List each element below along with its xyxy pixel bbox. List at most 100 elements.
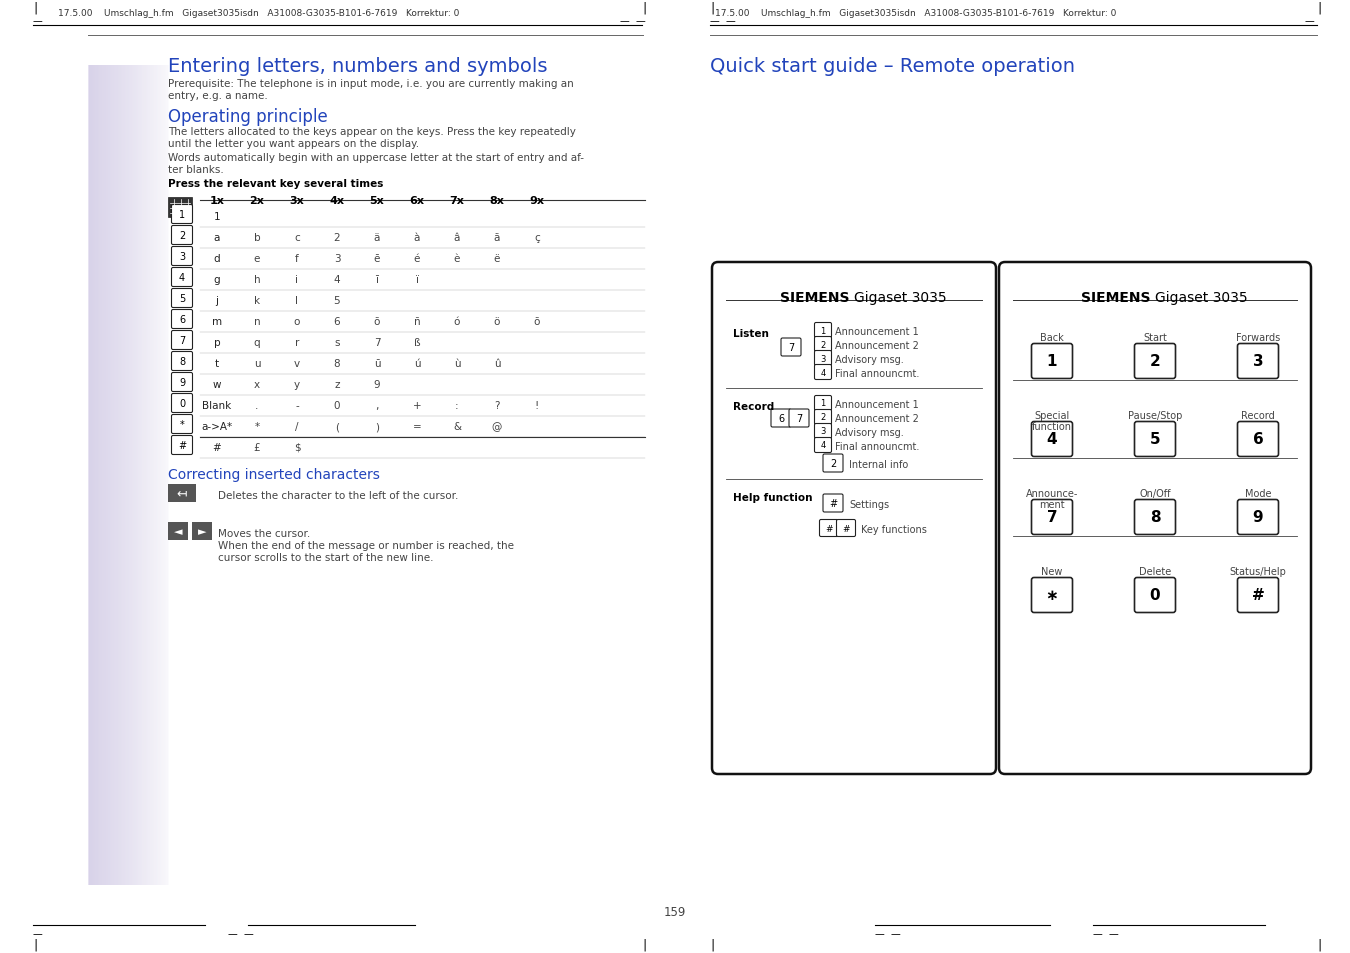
- Text: è: è: [454, 253, 460, 264]
- FancyBboxPatch shape: [131, 66, 132, 885]
- FancyBboxPatch shape: [165, 66, 166, 885]
- Text: |: |: [710, 1, 714, 14]
- FancyBboxPatch shape: [171, 226, 193, 245]
- Text: ∗: ∗: [1046, 587, 1058, 602]
- Text: Blank: Blank: [202, 400, 232, 411]
- Text: 7: 7: [788, 343, 794, 353]
- FancyBboxPatch shape: [93, 66, 94, 885]
- FancyBboxPatch shape: [158, 66, 159, 885]
- Text: Listen: Listen: [733, 329, 770, 338]
- FancyBboxPatch shape: [167, 484, 196, 502]
- Text: k: k: [254, 295, 261, 306]
- Text: ã: ã: [494, 233, 501, 243]
- Text: :: :: [455, 400, 459, 411]
- Text: 8: 8: [1150, 509, 1160, 524]
- Text: 4: 4: [333, 274, 340, 285]
- Text: |: |: [643, 1, 647, 14]
- Text: 8: 8: [333, 358, 340, 369]
- FancyBboxPatch shape: [127, 66, 128, 885]
- Text: ,: ,: [375, 400, 379, 411]
- FancyBboxPatch shape: [837, 520, 856, 537]
- FancyBboxPatch shape: [148, 66, 150, 885]
- FancyBboxPatch shape: [135, 66, 136, 885]
- FancyBboxPatch shape: [134, 66, 135, 885]
- FancyBboxPatch shape: [171, 289, 193, 308]
- FancyBboxPatch shape: [126, 66, 127, 885]
- FancyBboxPatch shape: [93, 66, 94, 885]
- Text: -: -: [296, 400, 298, 411]
- Text: Back: Back: [1040, 333, 1064, 343]
- FancyBboxPatch shape: [150, 66, 153, 885]
- FancyBboxPatch shape: [101, 66, 103, 885]
- Text: !: !: [535, 400, 539, 411]
- Text: 4x: 4x: [329, 195, 344, 206]
- Text: 7: 7: [1046, 509, 1057, 524]
- Text: 5: 5: [333, 295, 340, 306]
- FancyBboxPatch shape: [111, 66, 112, 885]
- Text: õ: õ: [374, 316, 381, 327]
- Text: e: e: [254, 253, 261, 264]
- FancyBboxPatch shape: [147, 66, 148, 885]
- Text: b: b: [254, 233, 261, 243]
- FancyBboxPatch shape: [92, 66, 93, 885]
- FancyBboxPatch shape: [782, 338, 801, 356]
- Text: à: à: [414, 233, 420, 243]
- Text: û: û: [494, 358, 501, 369]
- Text: Special: Special: [1034, 411, 1069, 420]
- Text: j: j: [216, 295, 219, 306]
- FancyBboxPatch shape: [107, 66, 109, 885]
- Text: 17.5.00    Umschlag_h.fm   Gigaset3035isdn   A31008-G3035-B101-6-7619   Korrektu: 17.5.00 Umschlag_h.fm Gigaset3035isdn A3…: [716, 9, 1116, 18]
- FancyBboxPatch shape: [1031, 344, 1072, 379]
- Text: c: c: [294, 233, 300, 243]
- FancyBboxPatch shape: [1238, 578, 1278, 613]
- FancyBboxPatch shape: [999, 263, 1311, 774]
- FancyBboxPatch shape: [132, 66, 134, 885]
- FancyBboxPatch shape: [146, 66, 147, 885]
- FancyBboxPatch shape: [819, 520, 838, 537]
- Text: l: l: [296, 295, 298, 306]
- FancyBboxPatch shape: [103, 66, 104, 885]
- Text: SIEMENS: SIEMENS: [780, 291, 855, 305]
- FancyBboxPatch shape: [1238, 500, 1278, 535]
- Text: õ: õ: [533, 316, 540, 327]
- FancyBboxPatch shape: [1134, 422, 1176, 457]
- Text: 5: 5: [1150, 431, 1160, 446]
- Text: 2: 2: [333, 233, 340, 243]
- FancyBboxPatch shape: [163, 66, 165, 885]
- FancyBboxPatch shape: [771, 410, 791, 428]
- Text: ë: ë: [494, 253, 501, 264]
- Text: Final announcmt.: Final announcmt.: [836, 441, 919, 452]
- Text: Forwards: Forwards: [1235, 333, 1280, 343]
- FancyBboxPatch shape: [163, 66, 166, 885]
- Text: #: #: [1251, 587, 1265, 602]
- Text: 9: 9: [374, 379, 381, 390]
- Text: 3: 3: [1253, 354, 1264, 368]
- Text: 7: 7: [178, 335, 185, 346]
- Text: 2: 2: [830, 458, 836, 469]
- FancyBboxPatch shape: [132, 66, 134, 885]
- FancyBboxPatch shape: [824, 455, 842, 473]
- FancyBboxPatch shape: [124, 66, 126, 885]
- Text: 2x: 2x: [250, 195, 265, 206]
- Text: 9: 9: [1253, 509, 1264, 524]
- FancyBboxPatch shape: [148, 66, 150, 885]
- Text: Pause/Stop: Pause/Stop: [1127, 411, 1183, 420]
- Text: —  —: — —: [710, 16, 736, 26]
- Text: a: a: [213, 233, 220, 243]
- FancyBboxPatch shape: [119, 66, 120, 885]
- FancyBboxPatch shape: [167, 66, 169, 885]
- Text: 1: 1: [180, 210, 185, 220]
- Text: 4: 4: [821, 441, 826, 450]
- FancyBboxPatch shape: [1134, 500, 1176, 535]
- Text: ): ): [375, 421, 379, 432]
- FancyBboxPatch shape: [119, 66, 120, 885]
- FancyBboxPatch shape: [111, 66, 112, 885]
- Text: 6: 6: [1253, 431, 1264, 446]
- FancyBboxPatch shape: [171, 416, 193, 434]
- FancyBboxPatch shape: [107, 66, 108, 885]
- FancyBboxPatch shape: [161, 66, 162, 885]
- FancyBboxPatch shape: [115, 66, 116, 885]
- Text: z: z: [335, 379, 340, 390]
- Text: Final announcmt.: Final announcmt.: [836, 369, 919, 378]
- Text: Delete: Delete: [1139, 566, 1170, 577]
